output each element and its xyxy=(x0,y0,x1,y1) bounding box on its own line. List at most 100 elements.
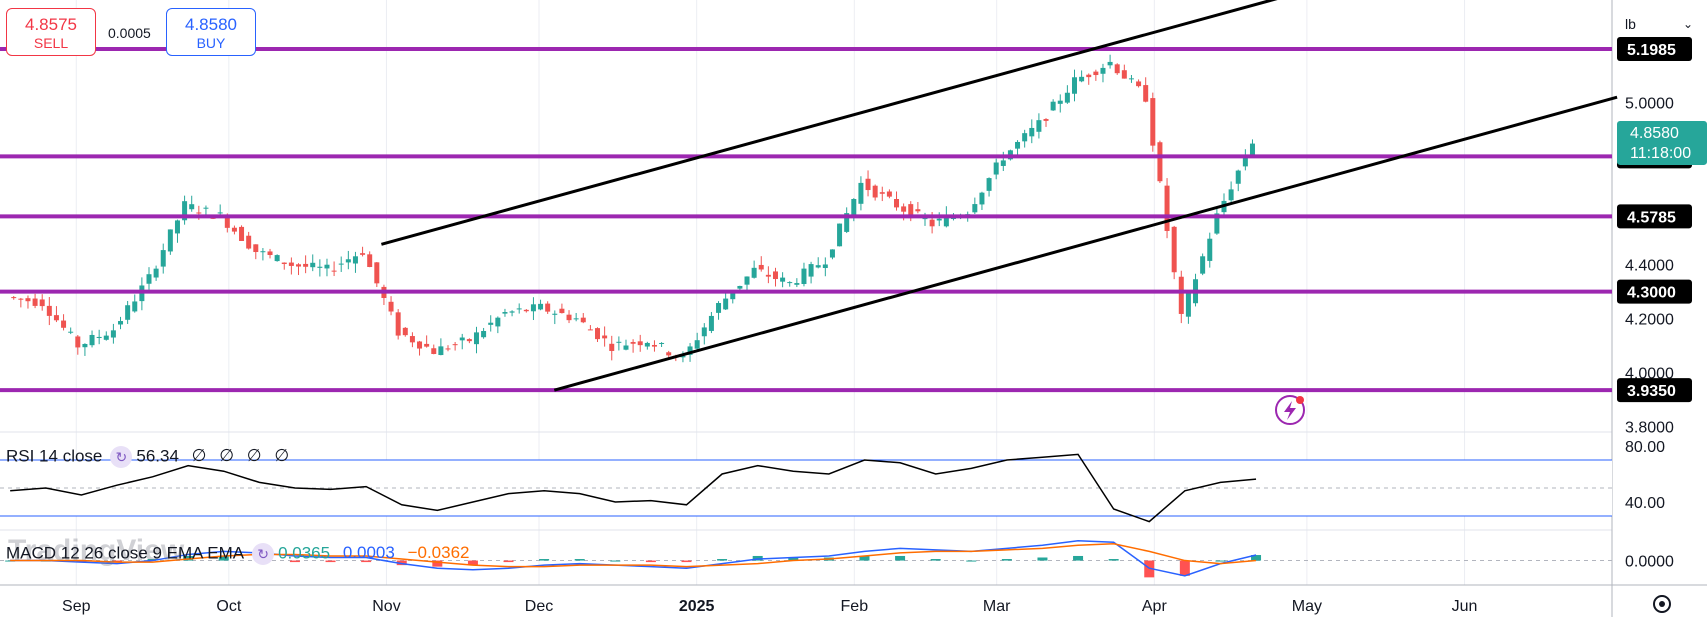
candle-body xyxy=(1114,64,1120,74)
level-price-label: 4.5785 xyxy=(1627,209,1676,226)
price-axis-tick: 3.8000 xyxy=(1625,420,1674,437)
candle-body xyxy=(253,244,259,253)
spread-value: 0.0005 xyxy=(108,25,151,41)
candle-body xyxy=(1228,189,1234,201)
candle-body xyxy=(402,327,408,336)
time-axis-label: Apr xyxy=(1142,598,1168,615)
candle-body xyxy=(630,342,636,344)
candle-body xyxy=(829,249,835,258)
candle-body xyxy=(431,348,437,354)
candle-body xyxy=(338,263,344,265)
sell-label: SELL xyxy=(33,35,69,51)
candle-body xyxy=(224,216,230,228)
candle-body xyxy=(239,226,245,241)
candle-body xyxy=(352,256,358,264)
candle-body xyxy=(174,220,180,234)
candle-body xyxy=(160,250,166,267)
candle-body xyxy=(1071,77,1077,94)
macd-histogram-bar xyxy=(681,560,692,563)
time-axis-label: Nov xyxy=(372,598,400,615)
lightning-icon-glyph xyxy=(1284,401,1296,420)
candle-body xyxy=(331,270,337,272)
unit-selector[interactable]: lb ⌄ xyxy=(1613,8,1707,40)
candle-body xyxy=(18,298,24,300)
candle-body xyxy=(858,182,864,204)
candle-body xyxy=(1157,142,1163,182)
candle-body xyxy=(808,264,814,277)
macd-histogram-bar xyxy=(147,559,158,561)
macd-histogram-bar xyxy=(1001,559,1012,561)
time-axis-label: 2025 xyxy=(679,598,715,615)
candle-body xyxy=(986,178,992,191)
candle-body xyxy=(125,305,131,320)
candle-body xyxy=(936,218,942,221)
time-axis-label: Dec xyxy=(525,598,553,615)
candle-body xyxy=(466,339,472,342)
macd-histogram-bar xyxy=(610,560,621,562)
candle-body xyxy=(1164,185,1170,231)
candle-body xyxy=(780,277,786,282)
candle-body xyxy=(758,264,764,270)
candle-body xyxy=(274,255,280,262)
candle-body xyxy=(851,198,857,217)
candle-body xyxy=(595,328,601,340)
candle-body xyxy=(1214,213,1220,234)
cycle-icon[interactable]: ↻ xyxy=(110,446,133,468)
candle-body xyxy=(295,264,301,267)
candle-body xyxy=(1136,81,1142,87)
candle-body xyxy=(118,321,124,325)
level-price-label: 5.1985 xyxy=(1627,42,1676,59)
macd-histogram-bar xyxy=(966,560,977,562)
macd-legend[interactable]: MACD 12 26 close 9 EMA EMA ↻ 0.0365 0.0003… xyxy=(6,543,470,565)
candle-body xyxy=(1036,120,1042,132)
sell-button[interactable]: 4.8575 SELL xyxy=(6,8,96,56)
candle-body xyxy=(1207,238,1213,261)
candle-body xyxy=(11,297,17,299)
candle-body xyxy=(865,178,871,191)
candle-body xyxy=(972,204,978,213)
candle-body xyxy=(1185,293,1191,317)
candle-body xyxy=(395,312,401,336)
candle-body xyxy=(659,342,665,344)
candle-body xyxy=(167,229,173,252)
time-axis-label: Feb xyxy=(841,598,869,615)
macd-histogram-bar xyxy=(325,560,336,563)
macd-histogram-bar xyxy=(645,560,656,563)
macd-histogram-bar xyxy=(1037,557,1048,561)
candle-body xyxy=(1178,276,1184,314)
macd-histogram-bar xyxy=(895,555,906,561)
candle-body xyxy=(1086,74,1092,78)
candle-body xyxy=(765,274,771,277)
time-axis-label: Jun xyxy=(1452,598,1478,615)
candle-body xyxy=(644,342,650,347)
macd-histogram-bar xyxy=(361,560,372,563)
candle-body xyxy=(979,192,985,205)
current-price-label: 4.8580 xyxy=(1630,125,1679,142)
candle-body xyxy=(217,212,223,214)
candle-body xyxy=(716,303,722,313)
time-axis-label: Oct xyxy=(216,598,241,615)
candle-body xyxy=(1235,170,1241,184)
level-price-tag xyxy=(1617,378,1692,403)
candle-body xyxy=(602,335,608,339)
rsi-legend[interactable]: RSI 14 close ↻ 56.34 ∅ ∅ ∅ ∅ xyxy=(6,446,289,468)
cycle-icon[interactable]: ↻ xyxy=(252,543,275,565)
candle-body xyxy=(82,343,88,348)
level-price-tag xyxy=(1617,279,1692,304)
buy-button[interactable]: 4.8580 BUY xyxy=(166,8,256,56)
candle-body xyxy=(901,206,907,212)
candle-body xyxy=(75,336,81,348)
candle-body xyxy=(943,215,949,227)
time-axis-label: Sep xyxy=(62,598,91,615)
macd-histogram-bar xyxy=(1073,555,1084,561)
candle-body xyxy=(445,348,451,350)
candle-body xyxy=(231,227,237,232)
macd-line-value: 0.0003 xyxy=(342,543,395,563)
buy-price: 4.8580 xyxy=(185,15,237,34)
candle-body xyxy=(1128,78,1134,80)
candle-body xyxy=(310,262,316,268)
candle-body xyxy=(103,335,109,340)
candle-body xyxy=(1050,101,1056,111)
candle-body xyxy=(751,267,757,278)
